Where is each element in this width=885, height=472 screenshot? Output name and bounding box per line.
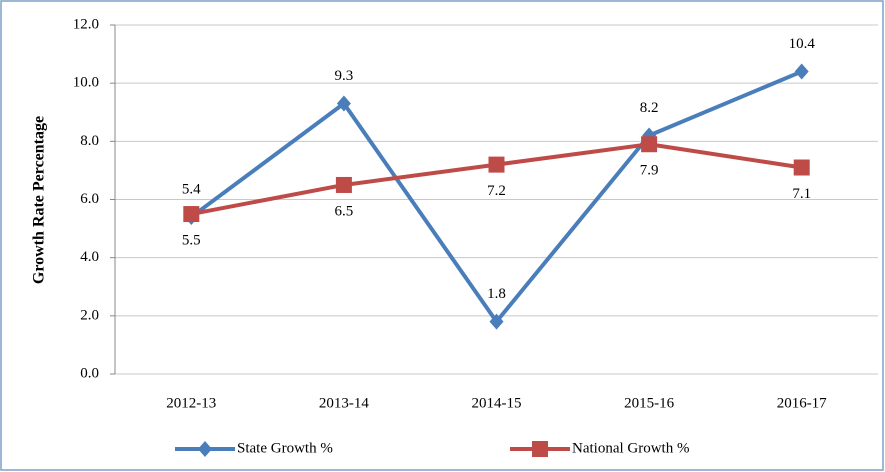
data-point (336, 95, 351, 112)
data-label: 7.1 (792, 186, 811, 202)
data-point (794, 63, 809, 80)
y-tick-label: 6.0 (80, 191, 99, 207)
x-tick-label: 2014-15 (472, 395, 522, 411)
y-tick-label: 8.0 (80, 133, 99, 149)
x-tick-label: 2016-17 (777, 395, 827, 411)
y-tick-label: 12.0 (73, 16, 99, 32)
x-tick-label: 2015-16 (624, 395, 674, 411)
data-label: 9.3 (335, 68, 354, 84)
data-label: 5.5 (182, 232, 201, 248)
legend-marker (532, 441, 548, 457)
legend-marker (198, 441, 212, 457)
legend-label: State Growth % (237, 440, 333, 456)
legend-label: National Growth % (572, 440, 689, 456)
y-axis-title: Growth Rate Percentage (31, 116, 48, 284)
data-label: 7.2 (487, 183, 506, 199)
data-label: 7.9 (640, 163, 659, 179)
x-tick-label: 2013-14 (319, 395, 369, 411)
data-point (641, 136, 658, 153)
data-label: 8.2 (640, 100, 659, 116)
y-tick-label: 4.0 (80, 249, 99, 265)
data-point (335, 176, 352, 193)
data-label: 10.4 (789, 36, 816, 52)
y-tick-label: 10.0 (73, 75, 99, 91)
data-point (183, 206, 200, 223)
data-label: 5.4 (182, 181, 201, 197)
data-point (489, 313, 504, 330)
data-label: 6.5 (335, 203, 354, 219)
data-point (488, 156, 505, 173)
data-point (793, 159, 810, 176)
data-label: 1.8 (487, 286, 506, 302)
y-tick-label: 2.0 (80, 307, 99, 323)
y-tick-label: 0.0 (80, 365, 99, 381)
x-tick-label: 2012-13 (166, 395, 216, 411)
